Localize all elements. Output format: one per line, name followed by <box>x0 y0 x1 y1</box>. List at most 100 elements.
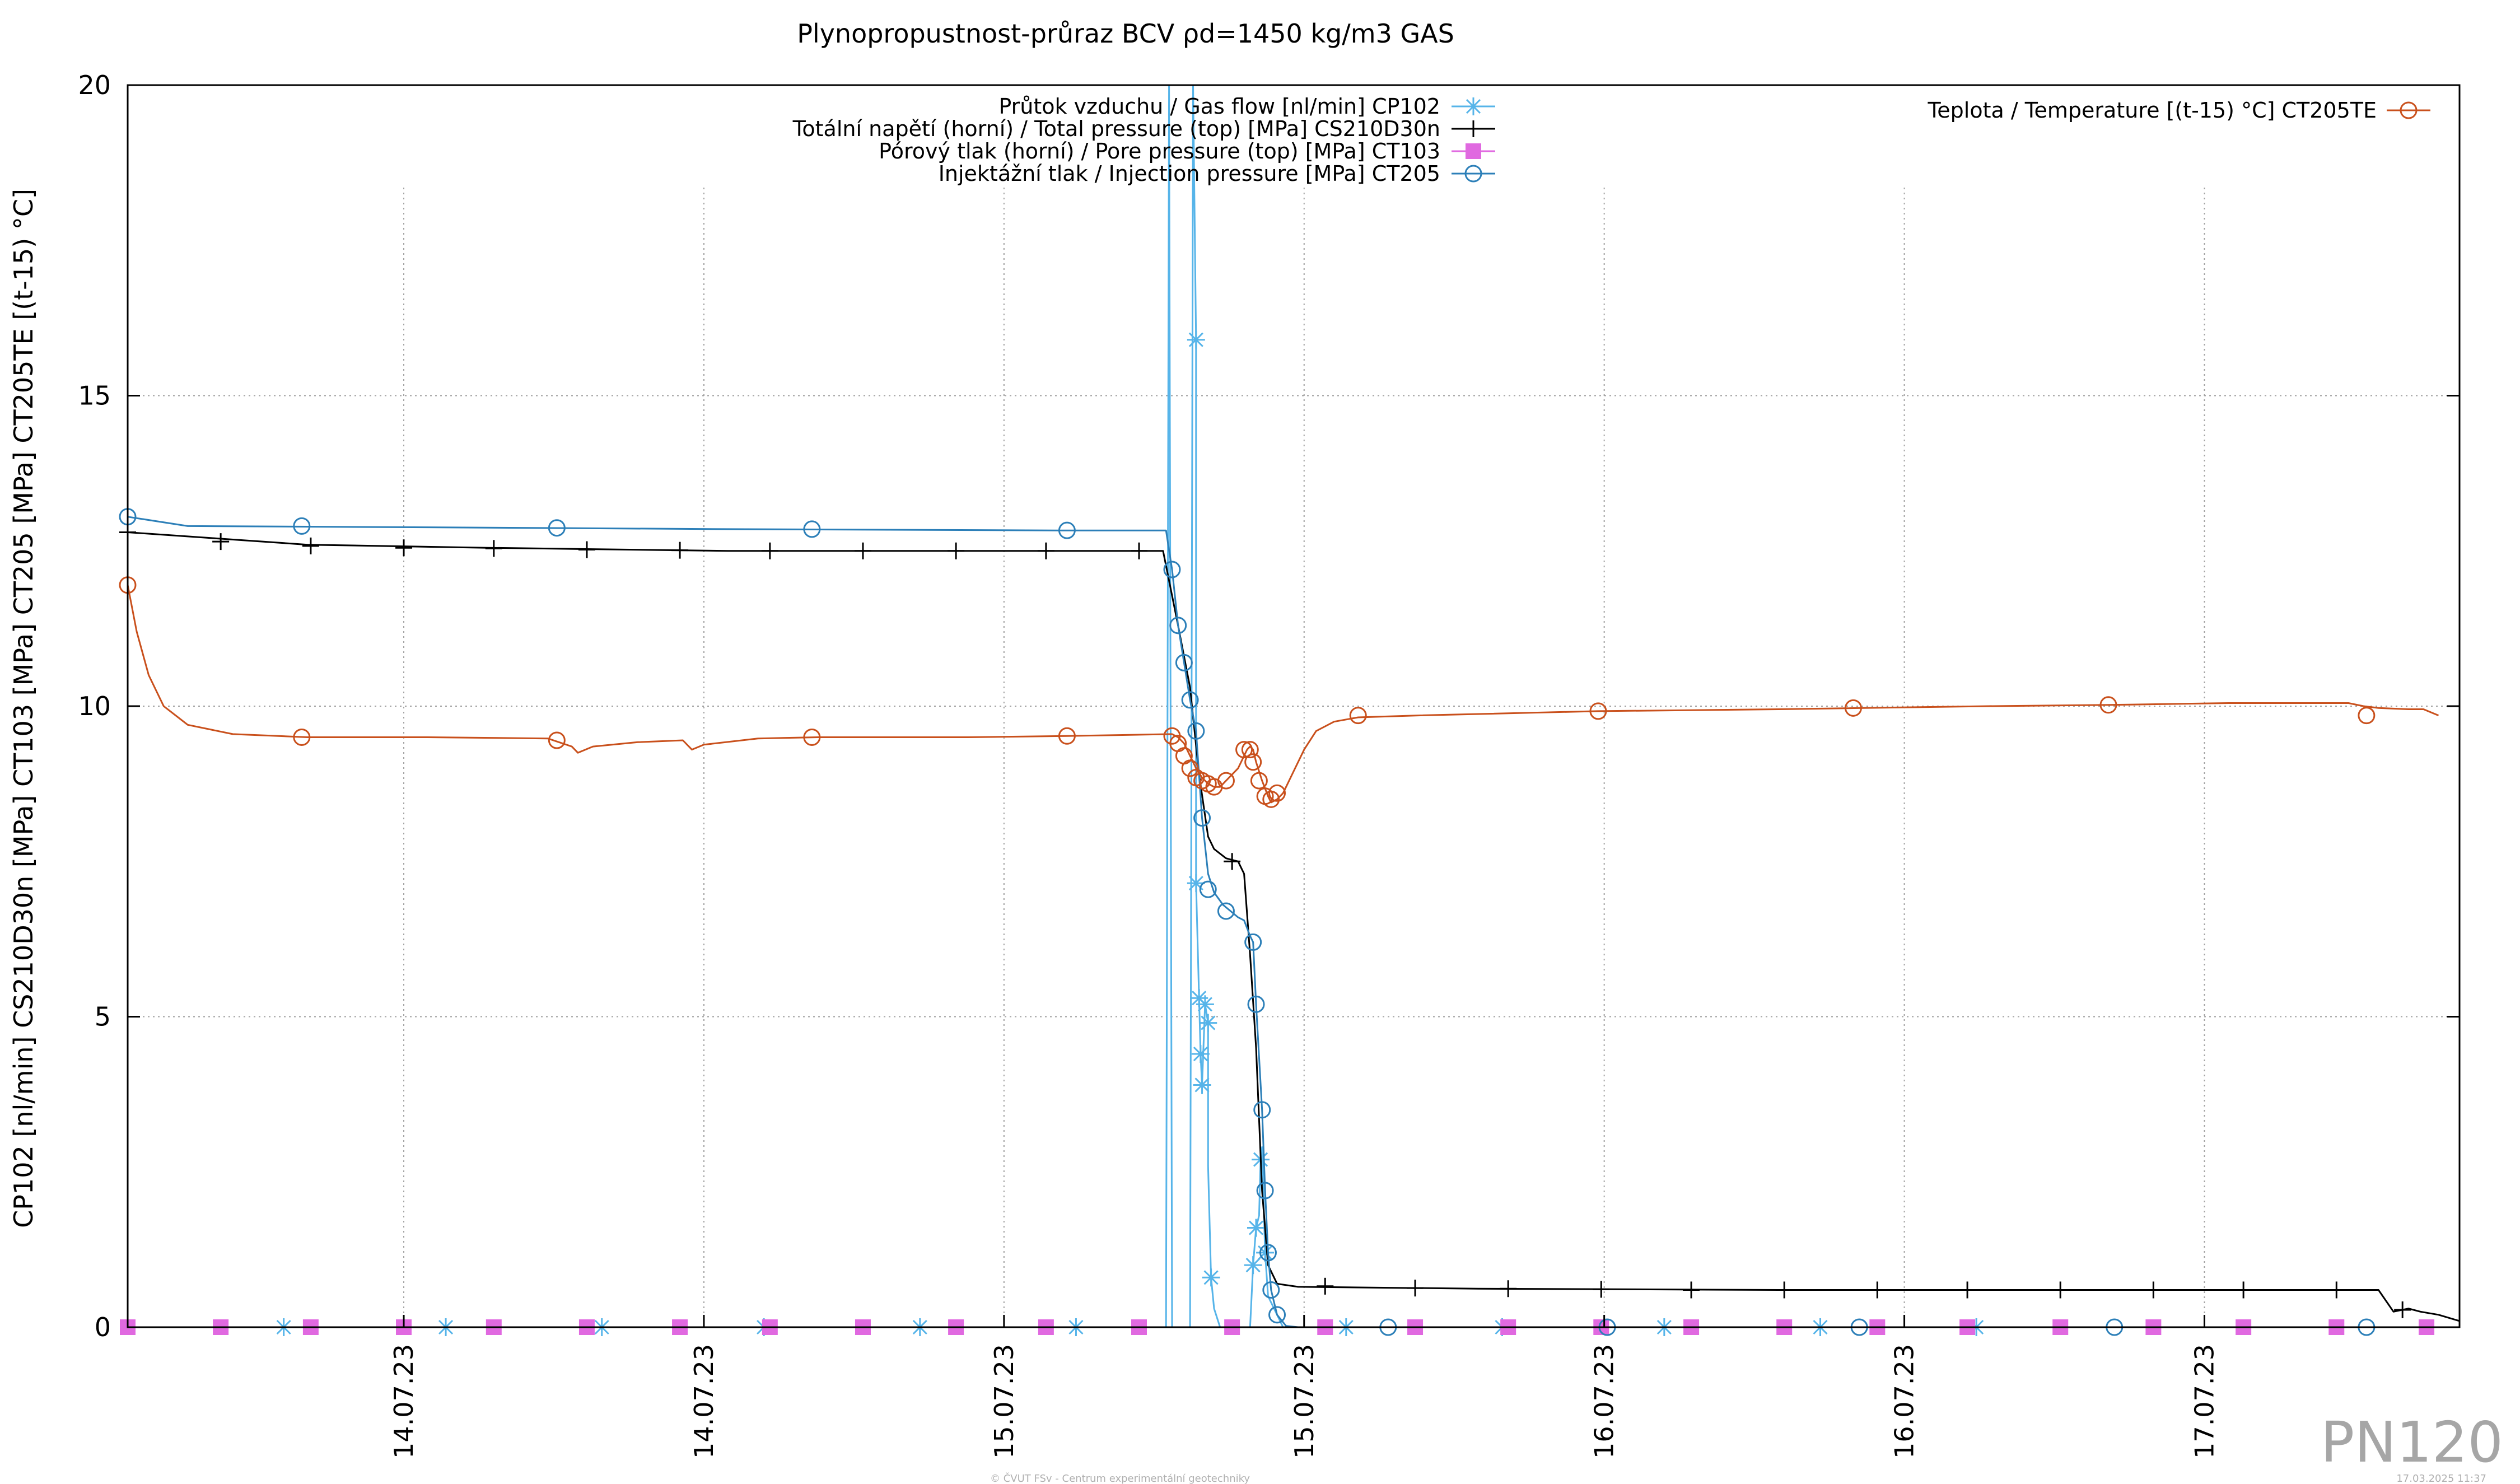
circle-marker <box>1268 1306 1286 1324</box>
star-marker <box>1191 1045 1210 1063</box>
circle-marker <box>1169 617 1187 634</box>
grid-lines <box>128 188 2460 1327</box>
circle-marker <box>1244 933 1262 951</box>
plus-marker <box>1500 1280 1517 1298</box>
circle-marker <box>803 520 821 538</box>
x-tick-label: 17.07.23 <box>2189 1344 2219 1459</box>
corner-label: PN120 <box>2321 1410 2503 1475</box>
star-marker <box>1187 330 1205 349</box>
circle-marker <box>1181 691 1199 709</box>
legend-label: Totální napětí (horní) / Total pressure … <box>792 116 1440 141</box>
plus-marker <box>578 541 595 558</box>
x-tick-label: 14.07.23 <box>389 1344 419 1459</box>
legend-label: Průtok vzduchu / Gas flow [nl/min] CP102 <box>998 94 1440 119</box>
circle-marker <box>1241 741 1259 759</box>
plus-marker <box>1407 1280 1424 1297</box>
circle-marker <box>1262 1281 1280 1299</box>
circle-marker <box>1244 753 1262 771</box>
circle-marker <box>293 517 311 535</box>
circle-marker <box>548 519 566 537</box>
circle-marker <box>1058 727 1076 745</box>
series-line <box>127 531 2460 1322</box>
circle-marker <box>293 728 311 746</box>
plus-marker <box>2145 1281 2162 1299</box>
series-line <box>128 84 2460 1328</box>
circle-marker <box>1268 784 1286 802</box>
plus-marker <box>1593 1281 1610 1298</box>
y-axis-label: CP102 [nl/min] CS210D30n [MPa] CT103 [MP… <box>8 189 39 1228</box>
circle-marker <box>2099 696 2117 714</box>
legend-label: Injektážní tlak / Injection pressure [MP… <box>939 161 1440 186</box>
circle-marker <box>1235 741 1253 759</box>
x-tick-label: 16.07.23 <box>1889 1344 1920 1459</box>
circle-marker <box>1247 995 1265 1013</box>
plus-marker <box>671 542 689 559</box>
circle-marker <box>1844 699 1862 717</box>
star-marker <box>1196 995 1214 1014</box>
x-tick-label: 16.07.23 <box>1589 1344 1620 1459</box>
series-3 <box>119 508 2460 1336</box>
star-marker <box>1199 1014 1217 1032</box>
plus-marker <box>1317 1277 1334 1295</box>
plus-marker <box>2052 1281 2069 1299</box>
footer-copyright: © ČVUT FSv - Centrum experimentální geot… <box>990 1472 1250 1484</box>
plus-marker <box>761 542 778 559</box>
series-layer <box>119 84 2460 1336</box>
plus-marker <box>1959 1281 1976 1299</box>
star-marker <box>1247 1219 1266 1237</box>
circle-marker <box>1253 1101 1271 1119</box>
axes: 0 5 10 15 20 14.07.23 14.07.23 15.07.23 15.07.23… <box>78 70 2460 1459</box>
circle-marker <box>1187 722 1205 740</box>
circle-marker <box>1217 902 1235 920</box>
plus-marker <box>212 533 230 550</box>
circle-marker <box>1256 1182 1274 1200</box>
series-0 <box>128 84 2460 1336</box>
legend-label: Teplota / Temperature [(t-15) °C] CT205T… <box>1928 98 2377 123</box>
star-marker <box>1256 1243 1275 1262</box>
series-1 <box>119 524 2460 1322</box>
y-tick-label: 15 <box>78 381 111 411</box>
plus-marker <box>1465 120 1482 137</box>
plus-marker <box>1683 1281 1700 1299</box>
star-marker <box>1202 1268 1220 1287</box>
star-marker <box>1464 97 1482 115</box>
plus-marker <box>1224 853 1241 870</box>
circle-marker <box>1163 561 1181 578</box>
star-marker <box>1244 1256 1262 1275</box>
circle-marker <box>1464 165 1482 183</box>
circle-marker <box>1262 790 1280 808</box>
plus-marker <box>485 540 502 557</box>
plus-marker <box>2394 1301 2411 1318</box>
circle-marker <box>1199 880 1217 898</box>
y-tick-label: 10 <box>78 691 111 721</box>
footer-timestamp: 17.03.2025 11:37 <box>2396 1473 2486 1484</box>
x-tick-label: 14.07.23 <box>689 1344 719 1459</box>
plus-marker <box>1131 542 1148 559</box>
plus-marker <box>2235 1281 2252 1299</box>
plus-marker <box>948 542 965 559</box>
plus-marker <box>2328 1281 2345 1299</box>
circle-marker <box>803 728 821 746</box>
chart-title: Plynopropustnost-průraz BCV ρd=1450 kg/m… <box>797 18 1454 49</box>
circle-marker <box>1058 521 1076 539</box>
plus-marker <box>854 542 871 559</box>
circle-marker <box>1589 702 1607 720</box>
star-marker <box>1193 1076 1211 1094</box>
circle-marker <box>1259 1244 1277 1262</box>
y-tick-label: 0 <box>95 1312 111 1342</box>
plus-marker <box>395 539 413 557</box>
legend: Průtok vzduchu / Gas flow [nl/min] CP102… <box>792 94 2430 186</box>
x-tick-label: 15.07.23 <box>1289 1344 1319 1459</box>
circle-marker <box>1250 772 1268 790</box>
circle-marker <box>1175 654 1193 671</box>
plus-marker <box>1776 1281 1793 1299</box>
plus-marker <box>1869 1281 1886 1299</box>
circle-marker <box>1181 759 1199 777</box>
series-line <box>127 585 2439 804</box>
circle-marker <box>1193 809 1211 827</box>
y-tick-label: 5 <box>95 1002 111 1032</box>
x-tick-label: 15.07.23 <box>989 1344 1019 1459</box>
plus-marker <box>302 537 319 554</box>
circle-marker <box>1349 707 1367 725</box>
